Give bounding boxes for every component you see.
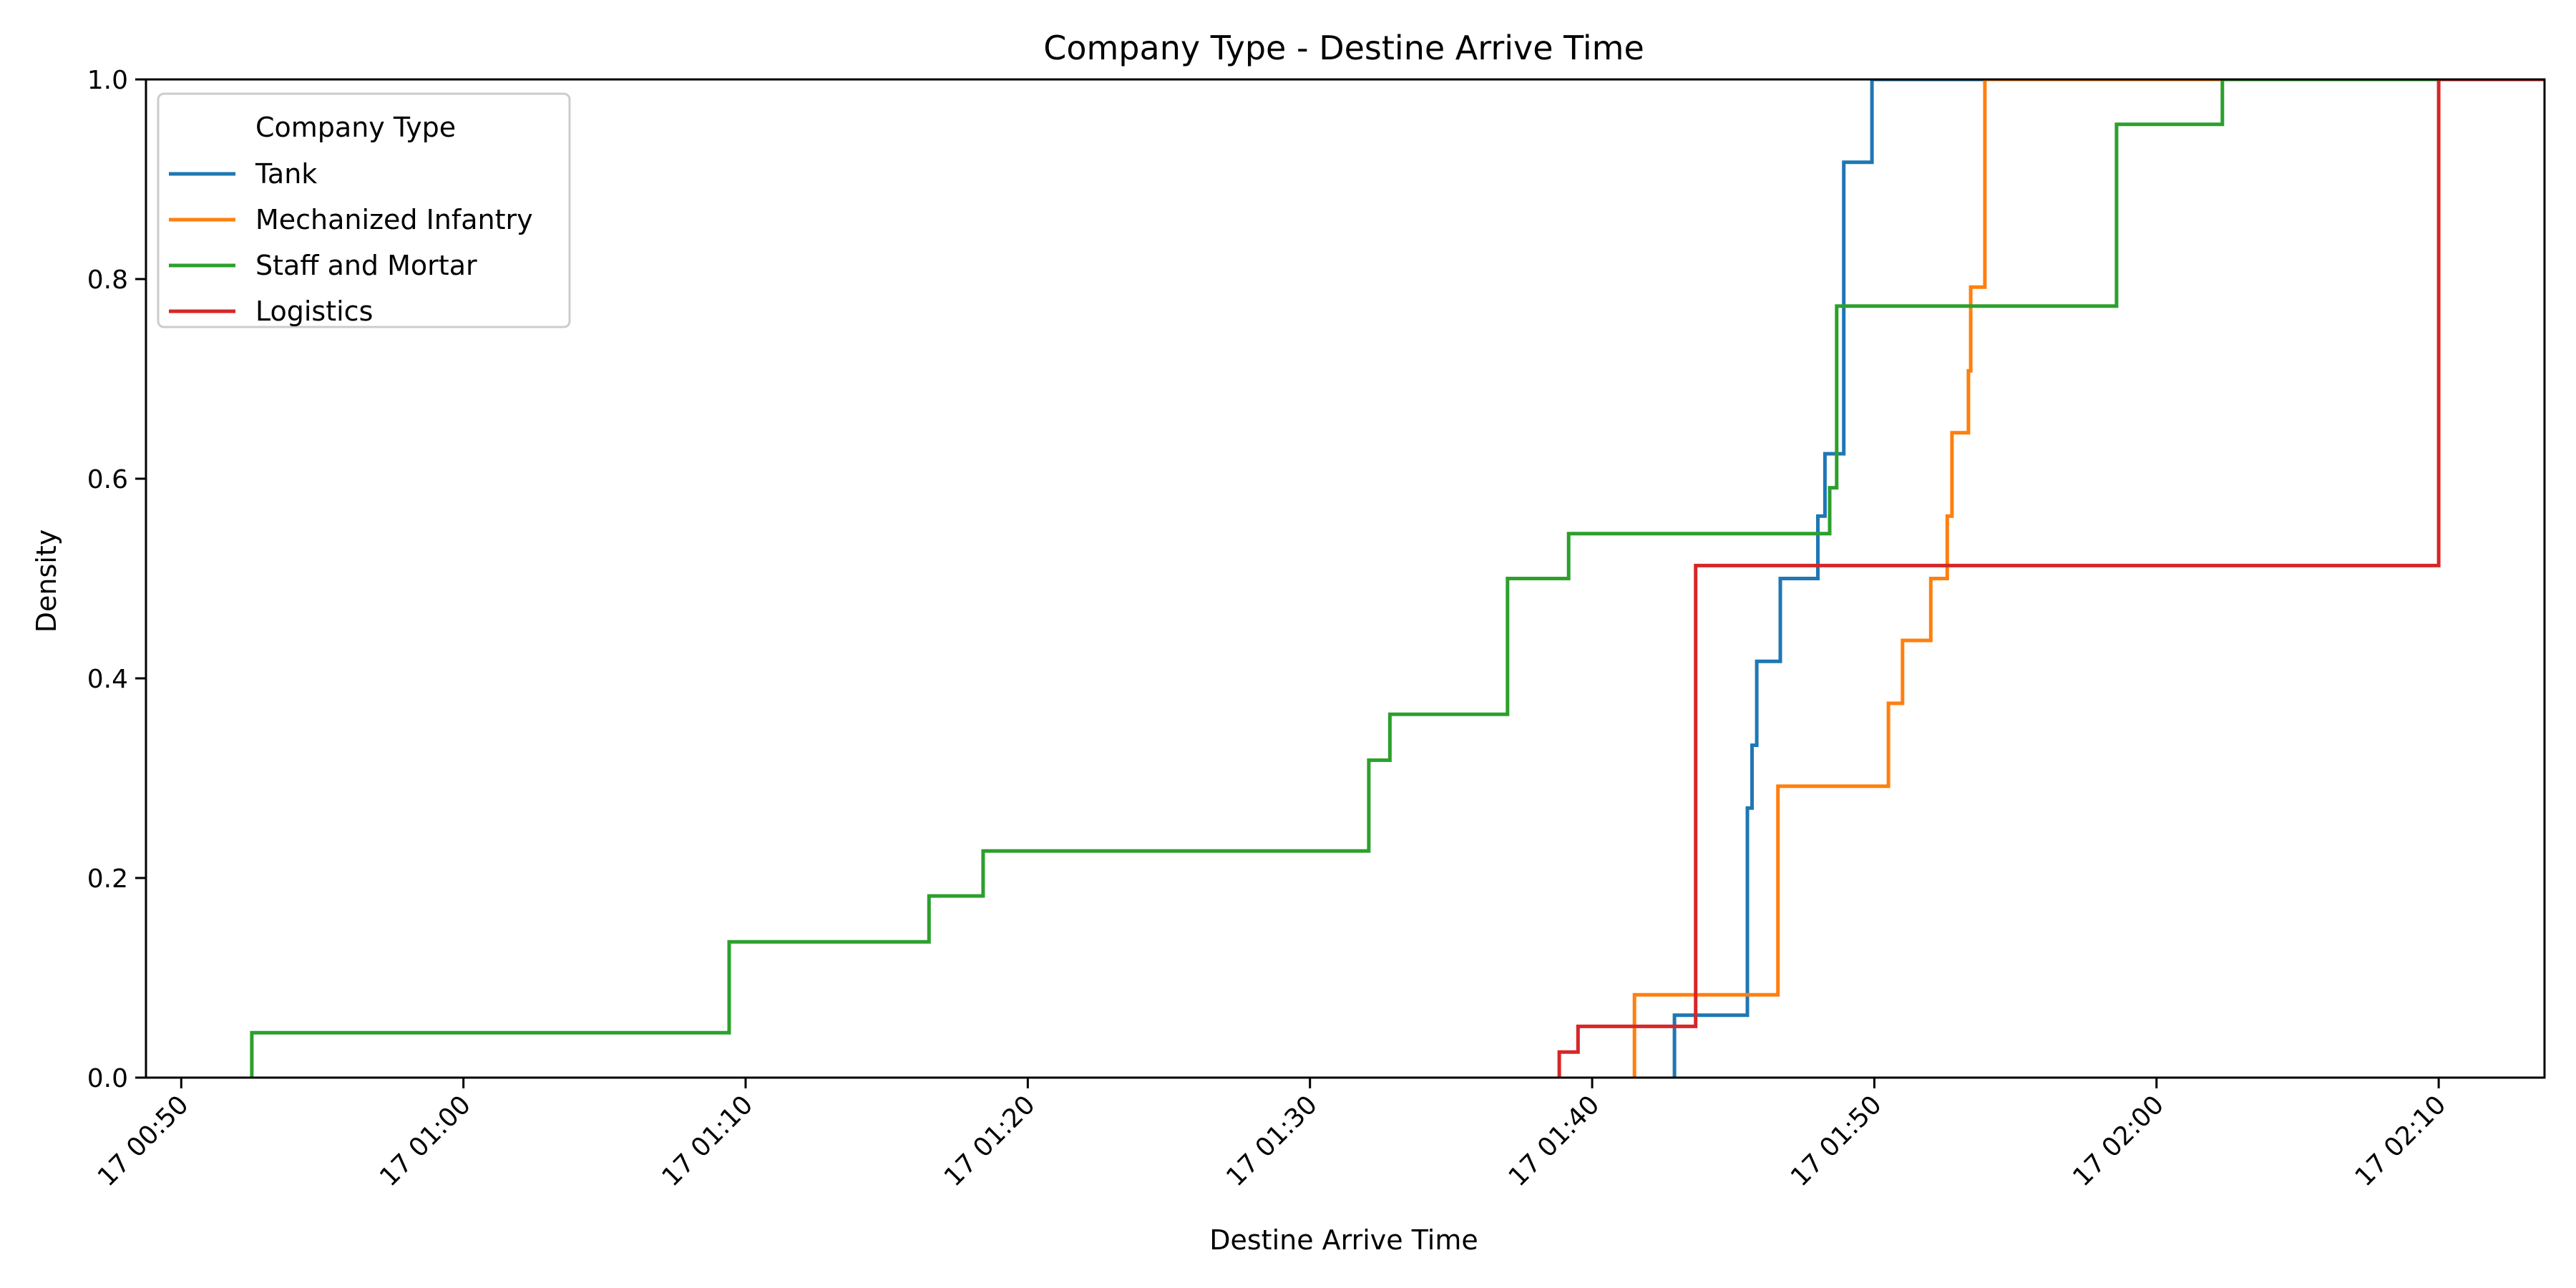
series-line-0 xyxy=(1672,79,2545,1078)
legend-title: Company Type xyxy=(255,112,456,143)
x-axis-label: Destine Arrive Time xyxy=(1209,1224,1478,1256)
x-axis-ticks: 17 00:50 17 01:00 17 01:10 17 01:20 17 01:30… xyxy=(92,1078,2452,1192)
x-tick-label: 17 02:00 xyxy=(2067,1090,2170,1192)
legend-entry: Tank xyxy=(255,158,317,190)
x-tick-label: 17 02:10 xyxy=(2350,1090,2452,1192)
chart-title: Company Type - Destine Arrive Time xyxy=(1043,29,1644,67)
x-tick-label: 17 01:30 xyxy=(1221,1090,1323,1192)
plot-frame xyxy=(145,78,2546,1079)
y-axis-label: Density xyxy=(31,530,62,633)
x-tick-label: 17 01:00 xyxy=(374,1090,477,1192)
plot-area xyxy=(145,78,2546,1079)
legend-entry: Logistics xyxy=(255,296,373,327)
legend-entry: Mechanized Infantry xyxy=(255,204,533,235)
series-line-1 xyxy=(1632,79,2545,1078)
series-line-3 xyxy=(1557,79,2545,1078)
legend: Company Type Tank Mechanized Infantry Staff… xyxy=(157,92,571,328)
y-axis-ticks: 0.0 0.2 0.4 0.6 0.8 1.0 xyxy=(87,66,146,1093)
x-tick-label: 17 01:20 xyxy=(939,1090,1041,1192)
series-line-2 xyxy=(250,79,2545,1078)
x-tick-label: 17 01:10 xyxy=(657,1090,759,1192)
x-tick-label: 17 00:50 xyxy=(92,1090,195,1192)
y-tick-label: 0.4 xyxy=(87,665,128,694)
y-tick-label: 1.0 xyxy=(87,66,128,95)
legend-box xyxy=(157,92,571,328)
x-tick-label: 17 01:40 xyxy=(1503,1090,1606,1192)
legend-entry: Staff and Mortar xyxy=(255,250,477,281)
y-tick-label: 0.6 xyxy=(87,465,128,494)
y-tick-label: 0.2 xyxy=(87,864,128,894)
y-tick-label: 0.0 xyxy=(87,1064,128,1093)
x-tick-label: 17 01:50 xyxy=(1785,1090,1888,1192)
y-tick-label: 0.8 xyxy=(87,265,128,295)
